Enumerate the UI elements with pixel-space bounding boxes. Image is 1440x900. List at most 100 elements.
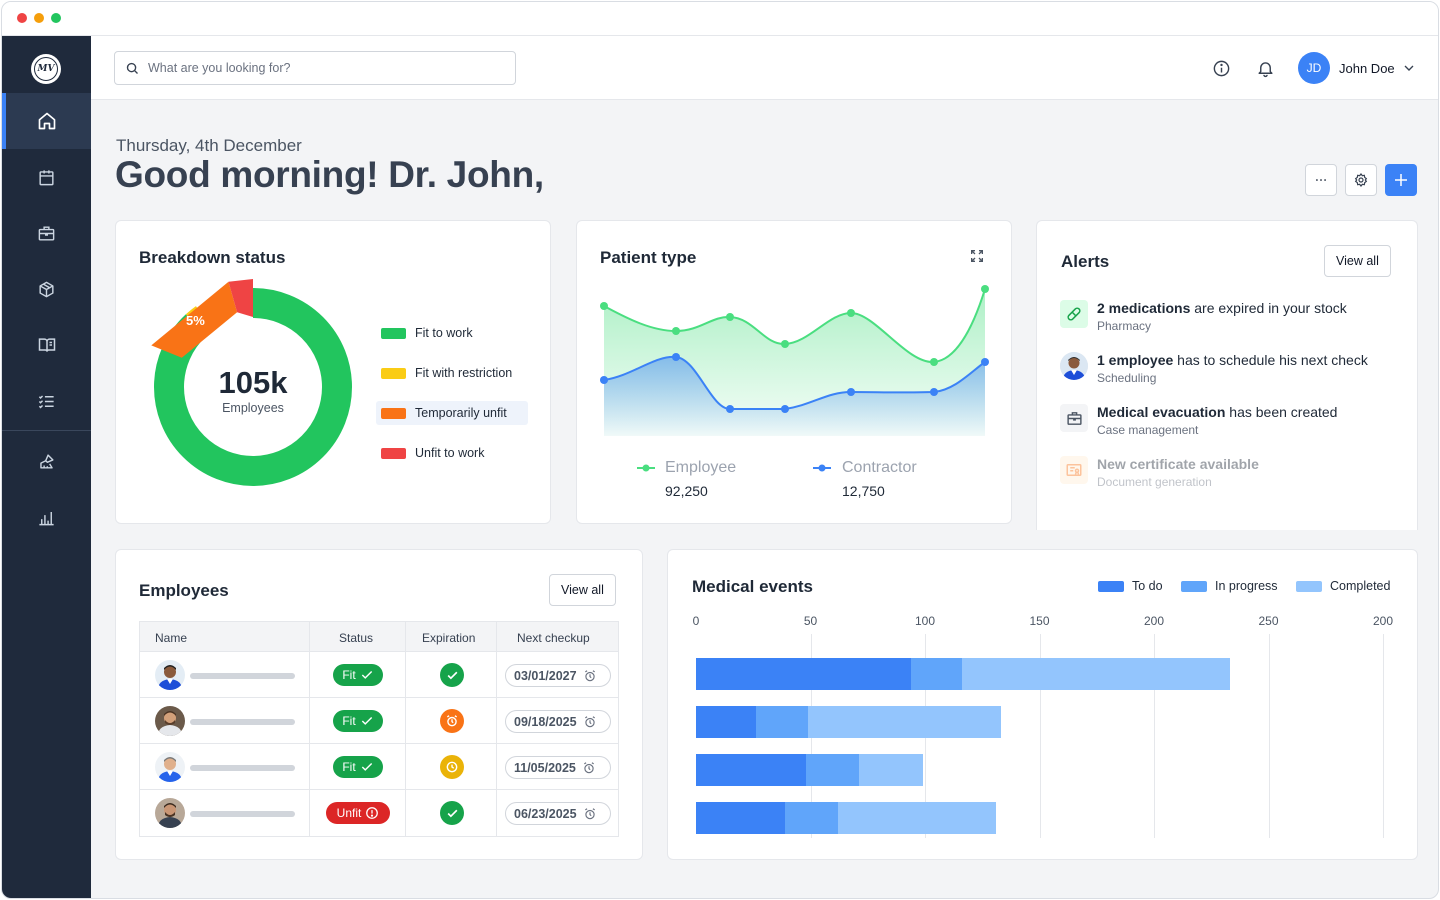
legend-fit-to-work[interactable]: Fit to work [376,321,528,345]
alert-item-certificate[interactable]: New certificate available Document gener… [1060,456,1400,496]
legend-completed[interactable]: Completed [1296,579,1390,593]
bar-in-progress[interactable] [785,802,838,834]
alert-icon-box [1060,404,1088,432]
bar-to-do[interactable] [696,754,806,786]
employees-view-all-button[interactable]: View all [549,574,616,606]
expiration-ok-indicator [440,801,464,825]
table-row[interactable]: Fit 03/01/2027 [140,652,618,698]
alarm-clock-icon [584,669,595,681]
bar-completed[interactable] [858,754,923,786]
contractor-legend-value: 12,750 [842,483,885,499]
bar-completed[interactable] [837,802,996,834]
bar-to-do[interactable] [696,802,786,834]
next-checkup-chip[interactable]: 09/18/2025 [505,710,611,733]
x-axis-tick-label: 200 [1143,614,1165,628]
bell-icon [1257,61,1273,77]
breakdown-status-card: Breakdown status 5% 105k Employees Fit t… [115,220,551,524]
column-header-status[interactable]: Status [339,631,374,645]
checklist-icon [38,394,54,408]
bar-to-do[interactable] [696,706,756,738]
legend-swatch [1181,580,1207,592]
close-window-button[interactable] [17,13,27,23]
bar-in-progress[interactable] [755,706,809,738]
column-divider [309,622,310,836]
user-avatar[interactable]: JD [1298,52,1330,84]
next-checkup-chip[interactable]: 03/01/2027 [505,664,611,687]
total-employees-label: Employees [222,401,284,415]
sidebar-item-inventory[interactable] [2,261,91,317]
alert-title-rest: are expired in your stock [1190,300,1347,316]
gridline [1154,634,1155,838]
status-badge: Fit [333,756,383,778]
legend-unfit-to-work[interactable]: Unfit to work [376,441,528,465]
patient-area-chart [600,285,989,436]
next-checkup-chip[interactable]: 11/05/2025 [505,756,611,779]
table-row[interactable]: Fit 11/05/2025 [140,744,618,790]
notifications-button[interactable] [1255,58,1275,78]
donut-chart [151,279,352,486]
column-divider [405,622,406,836]
chevron-down-icon[interactable] [1401,60,1417,76]
page-title: Good morning! Dr. John, [115,154,544,195]
column-header-next-checkup[interactable]: Next checkup [517,631,590,645]
alerts-view-all-button[interactable]: View all [1324,245,1391,277]
more-options-button[interactable] [1305,164,1337,196]
legend-in-progress[interactable]: In progress [1181,579,1278,593]
alert-subtitle: Case management [1097,423,1199,437]
column-header-expiration[interactable]: Expiration [422,631,476,645]
legend-swatch [381,407,406,419]
alarm-clock-icon [446,715,458,727]
legend-swatch [1098,580,1124,592]
table-row[interactable]: Unfit 06/23/2025 [140,790,618,836]
sidebar-divider [2,430,91,431]
certificate-icon [1066,464,1082,476]
sidebar-item-library[interactable] [2,317,91,373]
legend-fit-with-restriction[interactable]: Fit with restriction [376,361,528,385]
x-axis-tick-label: 200 [1372,614,1394,628]
settings-button[interactable] [1345,164,1377,196]
sidebar-item-home[interactable] [2,93,91,149]
search-input[interactable] [148,61,488,75]
sidebar-item-reports[interactable] [2,489,91,545]
legend-temporarily-unfit[interactable]: Temporarily unfit [376,401,528,425]
minimize-window-button[interactable] [34,13,44,23]
sidebar-item-customize[interactable] [2,433,91,489]
bar-completed[interactable] [808,706,1001,738]
table-row[interactable]: Fit 09/18/2025 [140,698,618,744]
add-button[interactable] [1385,164,1417,196]
bar-in-progress[interactable] [911,658,962,690]
next-checkup-chip[interactable]: 06/23/2025 [505,802,611,825]
sidebar-item-checklists[interactable] [2,373,91,429]
info-icon [1213,60,1229,76]
bar-to-do[interactable] [696,658,912,690]
check-icon [361,763,372,771]
maximize-window-button[interactable] [51,13,61,23]
user-name[interactable]: John Doe [1339,61,1395,76]
alert-title-bold: Medical evacuation [1097,404,1226,420]
expand-icon[interactable] [969,248,985,264]
legend-to-do[interactable]: To do [1098,579,1163,593]
sidebar-item-calendar[interactable] [2,149,91,205]
gear-icon [1354,173,1368,187]
search-box[interactable] [114,51,516,85]
expiration-ok-indicator [440,663,464,687]
patient-type-card: Patient type [576,220,1012,524]
alert-item-medications[interactable]: 2 medications are expired in your stock … [1060,300,1400,340]
app-logo[interactable]: MV [31,54,61,84]
sidebar-item-cases[interactable] [2,205,91,261]
table-header: Name Status Expiration Next checkup [140,622,618,652]
book-icon [38,338,55,352]
alert-item-employee-check[interactable]: 1 employee has to schedule his next chec… [1060,352,1400,392]
bar-in-progress[interactable] [805,754,859,786]
alert-title-rest: has to schedule his next check [1173,352,1368,368]
expiration-soon-indicator [440,755,464,779]
column-header-name[interactable]: Name [155,631,188,645]
person-avatar-icon [155,706,185,736]
info-button[interactable] [1211,58,1231,78]
check-icon [361,717,372,725]
check-icon [447,671,457,679]
employees-title: Employees [139,581,229,600]
alert-item-evacuation[interactable]: Medical evacuation has been created Case… [1060,404,1400,444]
employee-legend-value: 92,250 [665,483,708,499]
bar-completed[interactable] [961,658,1230,690]
